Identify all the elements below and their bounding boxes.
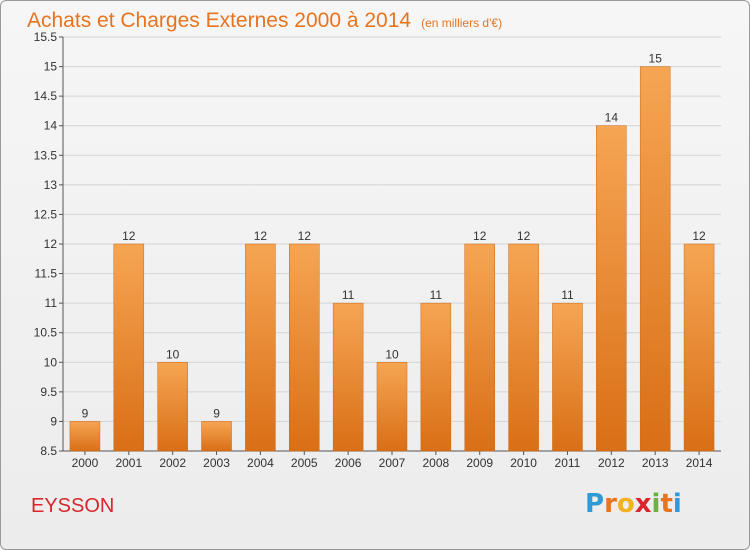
- data-label: 11: [430, 288, 443, 302]
- data-label: 15: [649, 52, 663, 66]
- data-label: 11: [561, 288, 574, 302]
- bar-2011: [552, 302, 583, 452]
- x-tick-label: 2010: [510, 456, 537, 470]
- bar-2000: [69, 421, 101, 452]
- chart-title: Achats et Charges Externes 2000 à 2014 (e…: [27, 9, 502, 33]
- y-tick-label: 14.5: [34, 89, 58, 103]
- data-label: 9: [82, 406, 89, 420]
- data-label: 12: [122, 229, 136, 243]
- chart-subtitle: (en milliers d'€): [421, 16, 503, 30]
- x-tick-label: 2013: [642, 456, 669, 470]
- data-label: 12: [692, 229, 706, 243]
- data-label: 10: [385, 347, 399, 361]
- y-tick-label: 10: [44, 355, 58, 369]
- labels: 8.5 9 9.5 10 10.5 11 11.5 12 12.5 13 13.5 14 14.5 15 1…: [34, 30, 713, 470]
- proxiti-logo: Proxiti: [585, 489, 682, 519]
- x-tick-label: 2004: [247, 456, 274, 470]
- bar-2004: [245, 243, 276, 452]
- y-tick-label: 11: [45, 296, 58, 310]
- y-tick-label: 12.5: [34, 207, 58, 221]
- x-tick-label: 2008: [423, 456, 450, 470]
- x-tick-label: 2007: [379, 456, 406, 470]
- y-tick-label: 14: [44, 119, 58, 133]
- bar-2005: [289, 243, 320, 452]
- y-tick-label: 8.5: [40, 444, 57, 458]
- logo-letter: x: [634, 489, 652, 519]
- x-tick-label: 2001: [115, 456, 142, 470]
- data-label: 12: [298, 229, 312, 243]
- x-tick-label: 2005: [291, 456, 318, 470]
- bar-2001: [113, 243, 145, 452]
- x-tick-label: 2009: [466, 456, 493, 470]
- data-label: 10: [166, 347, 180, 361]
- y-tick-label: 11.5: [35, 267, 58, 281]
- logo-letter: i: [651, 489, 661, 519]
- x-tick-label: 2003: [203, 456, 230, 470]
- x-tick-label: 2012: [598, 456, 625, 470]
- logo-letter: r: [604, 489, 617, 519]
- y-tick-label: 10.5: [34, 326, 58, 340]
- bar-2002: [157, 362, 188, 452]
- y-tick-label: 13.5: [34, 148, 58, 162]
- logo-letter: i: [672, 489, 682, 519]
- x-tick-label: 2000: [72, 456, 99, 470]
- data-label: 12: [254, 229, 268, 243]
- bar-2009: [464, 243, 495, 452]
- logo-letter: P: [585, 489, 605, 519]
- y-tick-label: 15: [44, 60, 58, 74]
- bars: [69, 66, 715, 452]
- y-tick-label: 13: [44, 178, 58, 192]
- bar-2010: [508, 243, 539, 452]
- bar-2012: [596, 125, 627, 452]
- x-tick-label: 2006: [335, 456, 362, 470]
- logo-letter: o: [616, 489, 635, 519]
- title-text: Achats et Charges Externes 2000 à 2014: [27, 9, 412, 32]
- commune-name: EYSSON: [31, 495, 115, 517]
- x-tick-label: 2011: [555, 456, 581, 470]
- bar-2007: [376, 362, 408, 452]
- data-label: 11: [342, 288, 355, 302]
- logo-letter: t: [660, 489, 673, 519]
- bar-2006: [332, 302, 364, 452]
- bar-2008: [420, 302, 452, 452]
- bar-2003: [201, 421, 232, 452]
- data-label: 14: [605, 111, 619, 125]
- data-label: 12: [517, 229, 531, 243]
- y-tick-label: 12: [44, 237, 58, 251]
- bar-2013: [639, 66, 671, 452]
- x-tick-label: 2014: [686, 456, 713, 470]
- x-tick-label: 2002: [159, 456, 186, 470]
- data-label: 9: [213, 406, 220, 420]
- data-label: 12: [473, 229, 487, 243]
- bar-2014: [683, 243, 715, 452]
- y-tick-label: 9.5: [40, 385, 57, 399]
- y-tick-label: 15.5: [34, 30, 58, 44]
- y-tick-label: 9: [50, 414, 57, 428]
